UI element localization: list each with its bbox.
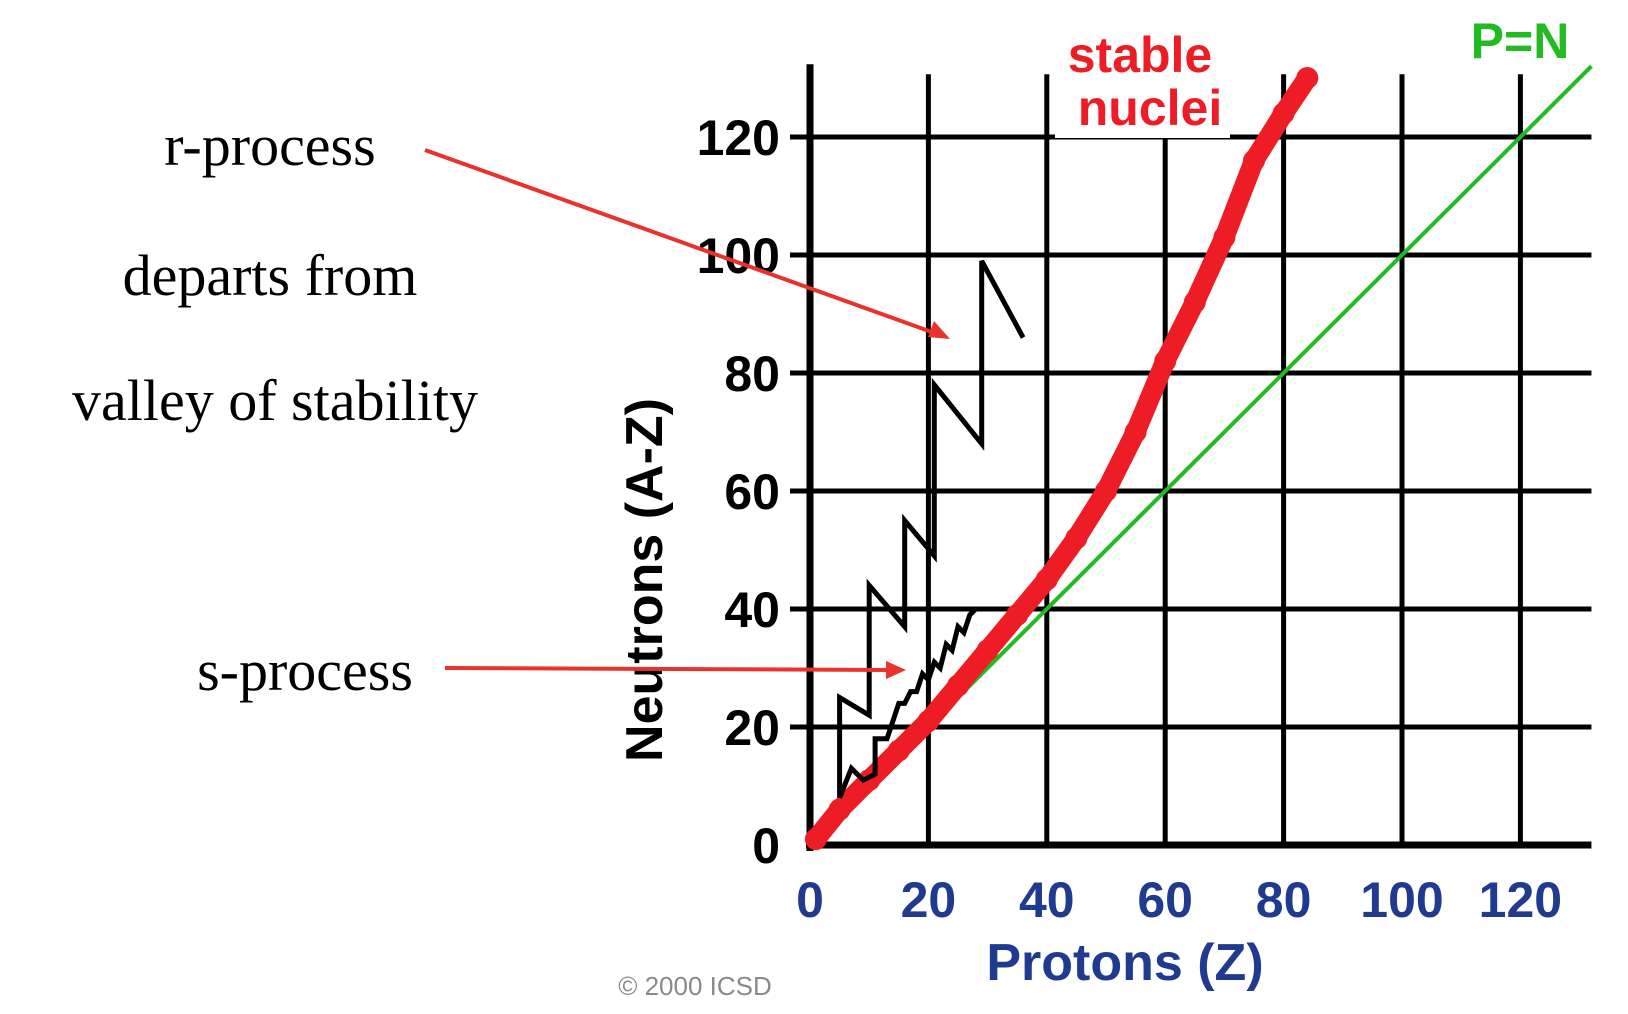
stable-nuclei-point	[1035, 568, 1058, 591]
x-tick-label: 100	[1360, 872, 1443, 928]
y-tick-label: 120	[697, 110, 780, 166]
y-tick-label: 0	[752, 818, 780, 874]
y-tick-label: 100	[697, 228, 780, 284]
x-tick-label: 60	[1137, 872, 1193, 928]
stable-nuclei-point	[1213, 226, 1236, 249]
tick-labels: 0 20 40 60 80 100 120 0 20 40 60 80 100 120	[697, 110, 1563, 928]
process-paths	[837, 259, 1026, 799]
copyright-text: © 2000 ICSD	[618, 971, 772, 1001]
stable-nuclei-series	[804, 67, 1319, 851]
s-process-path	[837, 607, 978, 799]
stable-nuclei-point	[1296, 67, 1319, 89]
y-tick-label: 20	[724, 700, 780, 756]
r-process-annotation-line3: valley of stability	[72, 368, 478, 433]
stable-nuclei-point	[887, 739, 910, 762]
x-tick-label: 120	[1479, 872, 1562, 928]
stable-nuclei-point	[1006, 603, 1029, 626]
y-tick-label: 60	[724, 464, 780, 520]
y-tick-label: 40	[724, 582, 780, 638]
stable-nuclei-point	[947, 674, 969, 697]
stable-nuclei-point	[917, 710, 940, 733]
stable-nuclei-point	[804, 828, 827, 851]
s-process-annotation: s-process	[197, 638, 413, 703]
grid-lines	[790, 74, 1592, 845]
stable-nuclei-point	[1124, 421, 1147, 443]
r-process-annotation-line1: r-process	[164, 113, 375, 178]
stable-nuclei-point	[1183, 291, 1206, 314]
y-tick-label: 80	[724, 346, 780, 402]
stable-nuclei-point	[828, 798, 851, 821]
stable-label-backdrop	[1055, 28, 1230, 138]
r-process-path	[837, 259, 1026, 798]
stable-nuclei-label-line2: nuclei	[1078, 80, 1222, 136]
stable-nuclei-point	[976, 639, 999, 662]
axes	[806, 64, 1592, 851]
stable-nuclei-label-line1: stable	[1068, 27, 1213, 83]
stable-nuclei-point	[1065, 527, 1088, 550]
r-process-arrow	[424, 148, 950, 339]
stable-nuclei-point	[1243, 149, 1265, 172]
stable-nuclei-point	[1154, 350, 1177, 373]
stable-nuclei-point	[1095, 480, 1117, 502]
x-tick-label: 80	[1256, 872, 1312, 928]
x-axis-label: Protons (Z)	[986, 934, 1263, 992]
y-axis-label: Neutrons (A-Z)	[616, 398, 674, 762]
stable-nuclei-point	[1272, 102, 1295, 125]
r-process-annotation-line2: departs from	[123, 243, 418, 308]
pn-line-label: P=N	[1471, 13, 1570, 69]
x-tick-label: 40	[1019, 872, 1075, 928]
x-tick-label: 20	[901, 872, 957, 928]
x-tick-label: 0	[796, 872, 824, 928]
s-process-arrow	[444, 661, 906, 679]
